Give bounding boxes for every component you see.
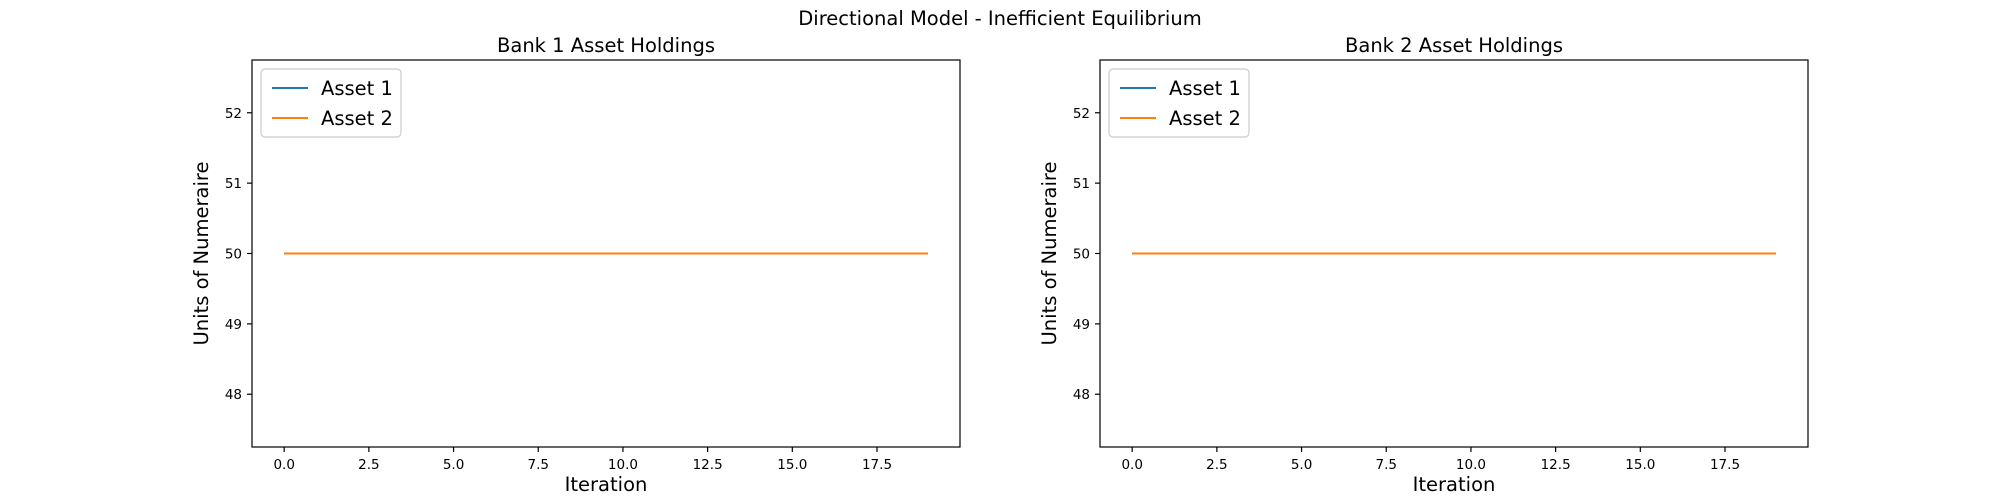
- legend-label: Asset 1: [321, 77, 393, 100]
- x-tick-label: 10.0: [1456, 457, 1486, 473]
- axes-title: Bank 2 Asset Holdings: [1345, 34, 1563, 57]
- figure-title: Directional Model - Inefficient Equilibr…: [798, 7, 1201, 30]
- x-tick-label: 15.0: [777, 457, 807, 473]
- y-tick-label: 51: [1073, 176, 1090, 192]
- y-tick-label: 50: [225, 247, 242, 263]
- x-tick-label: 0.0: [1121, 457, 1142, 473]
- x-tick-label: 17.5: [1710, 457, 1740, 473]
- axes-title: Bank 1 Asset Holdings: [497, 34, 715, 57]
- x-tick-label: 0.0: [273, 457, 294, 473]
- x-axis-label: Iteration: [1413, 473, 1496, 496]
- x-axis-label: Iteration: [565, 473, 648, 496]
- legend-label: Asset 2: [321, 107, 393, 130]
- x-tick-label: 15.0: [1625, 457, 1655, 473]
- y-tick-label: 48: [1073, 387, 1090, 403]
- legend-label: Asset 2: [1169, 107, 1241, 130]
- y-axis-label: Units of Numeraire: [190, 162, 213, 346]
- y-tick-label: 50: [1073, 247, 1090, 263]
- legend-label: Asset 1: [1169, 77, 1241, 100]
- y-tick-label: 52: [225, 106, 242, 122]
- x-tick-label: 10.0: [608, 457, 638, 473]
- x-tick-label: 7.5: [528, 457, 549, 473]
- y-tick-label: 51: [225, 176, 242, 192]
- y-axis-label: Units of Numeraire: [1038, 162, 1061, 346]
- x-tick-label: 5.0: [443, 457, 464, 473]
- y-tick-label: 52: [1073, 106, 1090, 122]
- x-tick-label: 7.5: [1376, 457, 1397, 473]
- legend: [1108, 68, 1250, 138]
- axes-panel-1: Bank 1 Asset Holdings 0.0 2.5 5.0 7.5 10.0 12.…: [190, 34, 961, 496]
- y-tick-label: 49: [225, 317, 242, 333]
- x-tick-label: 5.0: [1291, 457, 1312, 473]
- x-tick-label: 17.5: [862, 457, 892, 473]
- axes-panel-2: Bank 2 Asset Holdings 0.0 2.5 5.0 7.5 10.0 12.…: [1038, 34, 1809, 496]
- x-tick-label: 12.5: [1541, 457, 1571, 473]
- legend: [260, 68, 402, 138]
- x-tick-label: 2.5: [358, 457, 379, 473]
- x-tick-label: 12.5: [693, 457, 723, 473]
- y-tick-label: 48: [225, 387, 242, 403]
- x-tick-label: 2.5: [1206, 457, 1227, 473]
- y-tick-label: 49: [1073, 317, 1090, 333]
- axes-container: Bank 1 Asset Holdings 0.0 2.5 5.0 7.5 10.0 12.…: [190, 34, 1809, 496]
